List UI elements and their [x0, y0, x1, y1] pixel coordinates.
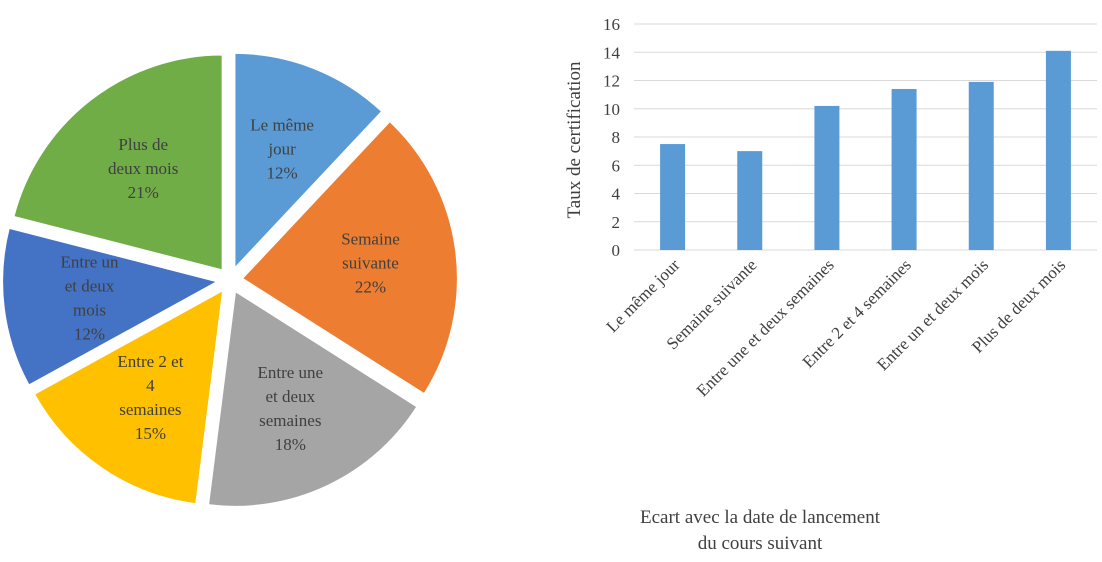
pie-label-line: 12% — [267, 163, 298, 182]
pie-label-line: suivante — [342, 253, 399, 272]
x-tick-label: Entre une et deux semaines — [693, 255, 838, 400]
y-tick-label: 14 — [603, 43, 621, 62]
x-axis-title-line-1: Ecart avec la date de lancement — [640, 507, 880, 528]
pie-slice-le-même-jour — [233, 51, 384, 272]
pie-slice-plus-de-deux-mois — [12, 53, 224, 272]
pie-label-plus-de-deux-mois: Plus de deux mois 21% — [108, 135, 178, 202]
pie-slice-semaine-suivante — [240, 119, 459, 396]
pie-label-line: 15% — [135, 424, 166, 443]
bar — [968, 81, 994, 250]
bar — [660, 144, 686, 250]
pie-slice-entre-2-et-4-semaines — [32, 288, 225, 506]
pie-label-le-même-jour: Le même jour 12% — [250, 115, 314, 182]
y-tick-labels: 0 2 4 6 8 10 12 14 16 — [603, 15, 621, 260]
bar-series — [660, 50, 1071, 251]
pie-label-line: Entre un — [60, 253, 119, 272]
y-tick-label: 0 — [612, 241, 621, 260]
pie-label-line: semaines — [259, 411, 321, 430]
pie-label-entre-un-et-deux-mois: Entre un et deux mois 12% — [60, 253, 119, 344]
pie-label-entre-2-et-4-semaines: Entre 2 et 4 semaines 15% — [117, 352, 183, 443]
y-tick-label: 4 — [612, 185, 621, 204]
pie-label-line: et deux — [65, 277, 115, 296]
pie-slice-entre-un-et-deux-mois — [1, 226, 221, 387]
pie-label-line: jour — [267, 139, 296, 158]
pie-label-line: et deux — [266, 387, 316, 406]
y-tick-label: 2 — [612, 213, 621, 232]
y-tick-label: 6 — [612, 156, 621, 175]
bar-gridlines — [634, 23, 1097, 251]
pie-label-semaine-suivante: Semaine suivante 22% — [341, 229, 400, 296]
pie-label-line: Entre 2 et — [117, 352, 183, 371]
x-axis-title-line-2: du cours suivant — [697, 533, 823, 554]
pie-label-line: 18% — [275, 435, 306, 454]
x-tick-label: Le même jour — [603, 255, 684, 336]
pie-label-line: semaines — [119, 400, 181, 419]
pie-label-line: 4 — [146, 376, 155, 395]
pie-label-line: 22% — [355, 277, 386, 296]
pie-label-line: mois — [73, 301, 106, 320]
pie-slice-entre-une-et-deux-semaines — [206, 289, 419, 508]
pie-label-line: 12% — [74, 325, 105, 344]
y-axis-title: Taux de certification — [564, 61, 585, 218]
bar — [1045, 50, 1071, 251]
pie-label-line: Entre une — [257, 363, 323, 382]
pie-label-entre-une-et-deux-semaines: Entre une et deux semaines 18% — [257, 363, 323, 454]
y-tick-label: 16 — [603, 15, 620, 34]
pie-label-line: Plus de — [118, 135, 168, 154]
bar — [891, 88, 917, 250]
bar — [814, 105, 840, 250]
pie-label-line: deux mois — [108, 159, 178, 178]
bar — [737, 151, 763, 250]
y-tick-label: 8 — [612, 128, 621, 147]
y-tick-label: 12 — [603, 72, 620, 91]
pie-label-line: Semaine — [341, 229, 400, 248]
pie-chart: Le même jour 12% Semaine suivante 22% Entre un… — [1, 51, 459, 508]
pie-label-line: Le même — [250, 115, 314, 134]
y-tick-label: 10 — [603, 100, 620, 119]
x-axis-title: Ecart avec la date de lancement du cours… — [560, 505, 960, 557]
pie-label-line: 21% — [128, 183, 159, 202]
